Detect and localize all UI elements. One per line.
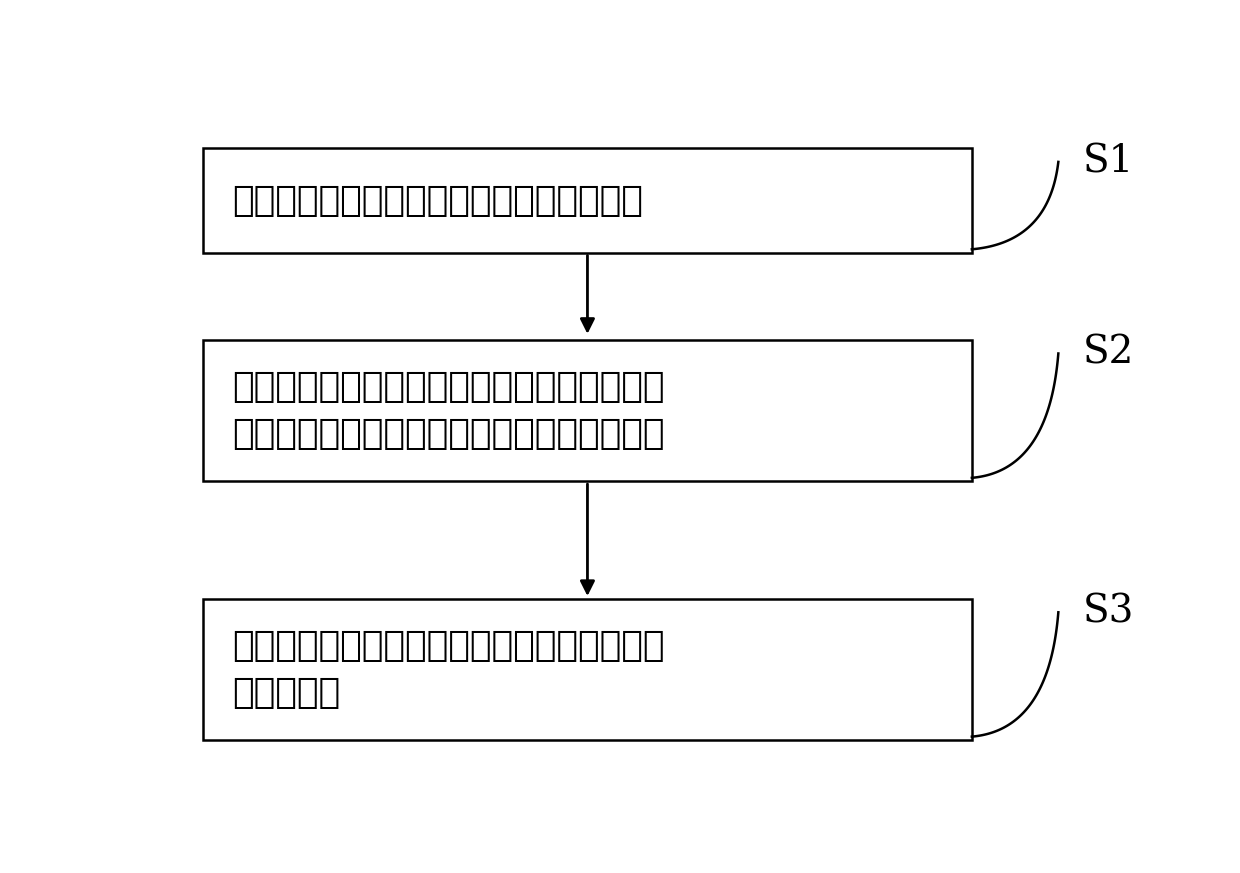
Text: 对若干个采样数值进行判断，得到最佳的接收
同频时钟。: 对若干个采样数值进行判断，得到最佳的接收 同频时钟。 <box>232 629 665 710</box>
Text: 发送模块发送连续串行数据信号至接收模块: 发送模块发送连续串行数据信号至接收模块 <box>232 183 642 217</box>
Bar <box>203 148 972 252</box>
Text: S3: S3 <box>1083 594 1133 631</box>
Text: 通过若干个接收同频时钟控制接收模块并行采
样连续串行数据信号，得到若干个采样数值；: 通过若干个接收同频时钟控制接收模块并行采 样连续串行数据信号，得到若干个采样数值… <box>232 370 665 451</box>
Bar <box>203 599 972 740</box>
Bar <box>203 340 972 481</box>
Text: S1: S1 <box>1083 143 1133 181</box>
Text: S2: S2 <box>1083 335 1133 372</box>
